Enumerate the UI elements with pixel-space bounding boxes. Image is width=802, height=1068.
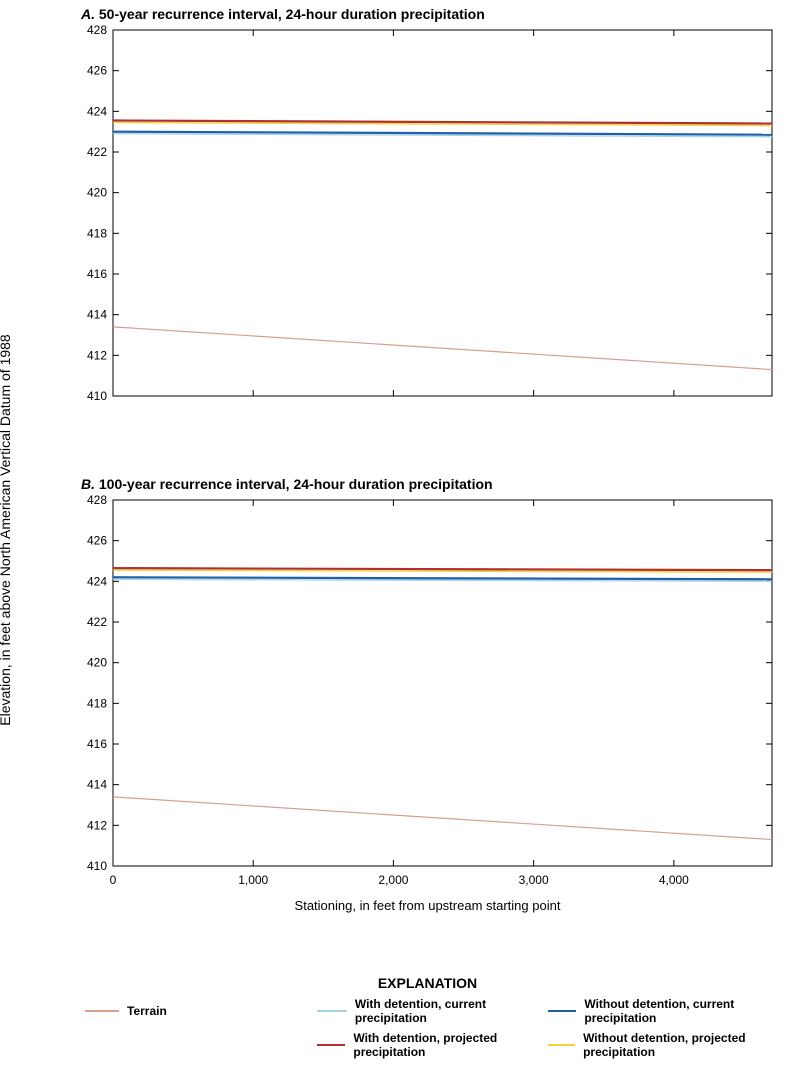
legend-swatch-without-projected [548,1044,575,1046]
legend-swatch-with-projected [317,1044,346,1046]
y-tick-label: 410 [87,859,107,873]
x-tick-label: 0 [110,873,117,887]
x-tick-label: 2,000 [378,873,408,887]
legend-item-with-current: With detention, current precipitation [317,997,539,1025]
panel-b-title: B. 100-year recurrence interval, 24-hour… [75,470,780,494]
y-tick-label: 428 [87,494,107,507]
y-tick-label: 420 [87,186,107,200]
legend-label-with-current: With detention, current precipitation [355,997,538,1025]
y-tick-label: 420 [87,656,107,670]
legend-title: EXPLANATION [75,975,780,991]
y-axis-label: Elevation, in feet above North American … [0,334,13,725]
y-tick-label: 424 [87,574,107,588]
y-tick-label: 414 [87,308,107,322]
legend-swatch-terrain [85,1010,119,1012]
y-tick-label: 426 [87,534,107,548]
chart-svg: 410 412 414 416 418 420 422 424 426 428 0 1,000 2,00… [75,494,780,894]
panel-b-letter: B. [81,476,95,492]
y-tick-label: 416 [87,737,107,751]
page: Elevation, in feet above North American … [0,0,802,1068]
legend-label-terrain: Terrain [127,1004,167,1018]
y-tick-label: 416 [87,267,107,281]
legend-item-without-current: Without detention, current precipitation [548,997,770,1025]
legend: EXPLANATION Terrain With detention, curr… [75,975,780,1059]
panel-b-plot: 410 412 414 416 418 420 422 424 426 428 0 1,000 2,00… [75,494,780,894]
y-tick-label: 412 [87,818,107,832]
y-tick-label: 418 [87,226,107,240]
legend-item-terrain: Terrain [85,1004,307,1018]
legend-swatch-without-current [548,1010,576,1012]
y-tick-label: 412 [87,348,107,362]
y-tick-label: 410 [87,389,107,403]
legend-label-with-projected: With detention, projected precipitation [353,1031,538,1059]
x-tick-label: 4,000 [659,873,689,887]
legend-label-without-projected: Without detention, projected precipitati… [583,1031,770,1059]
panel-a-title: A. 50-year recurrence interval, 24-hour … [75,0,780,24]
y-tick-label: 418 [87,696,107,710]
y-tick-label: 422 [87,615,107,629]
panel-a-title-text: 50-year recurrence interval, 24-hour dur… [99,6,485,22]
y-tick-label: 428 [87,24,107,37]
panel-a-letter: A. [81,6,95,22]
x-tick-label: 1,000 [238,873,268,887]
x-tick-label: 3,000 [519,873,549,887]
panel-b: B. 100-year recurrence interval, 24-hour… [75,470,780,950]
legend-row-1: Terrain With detention, current precipit… [75,997,780,1025]
panel-a: A. 50-year recurrence interval, 24-hour … [75,0,780,440]
legend-swatch-with-current [317,1010,347,1012]
legend-item-with-projected: With detention, projected precipitation [317,1031,539,1059]
panel-a-plot: 410 412 414 416 418 420 422 424 426 428 [75,24,780,424]
y-tick-label: 426 [87,64,107,78]
panel-b-title-text: 100-year recurrence interval, 24-hour du… [99,476,493,492]
legend-rows: Terrain With detention, current precipit… [75,997,780,1059]
x-axis-label: Stationing, in feet from upstream starti… [75,898,780,913]
chart-svg: 410 412 414 416 418 420 422 424 426 428 [75,24,780,424]
y-tick-label: 414 [87,778,107,792]
legend-row-2: . With detention, projected precipitatio… [75,1031,780,1059]
legend-label-without-current: Without detention, current precipitation [584,997,770,1025]
legend-item-without-projected: Without detention, projected precipitati… [548,1031,770,1059]
y-tick-label: 424 [87,104,107,118]
y-tick-label: 422 [87,145,107,159]
